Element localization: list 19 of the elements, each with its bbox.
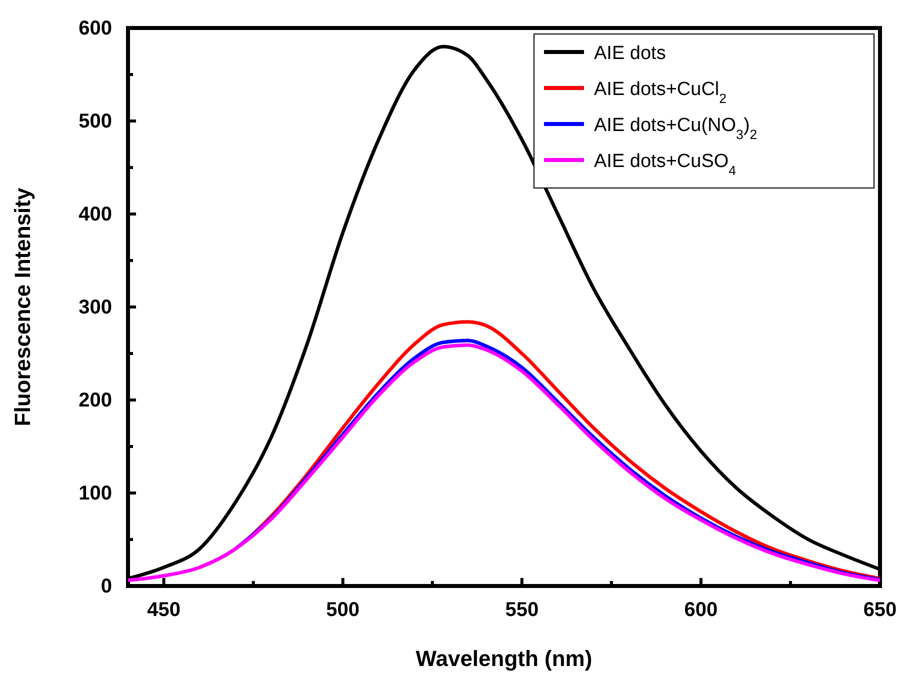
legend-label: AIE dots+CuSO$_{4}$ — [594, 151, 736, 178]
y-tick-label: 400 — [78, 203, 112, 226]
x-tick-label: 600 — [684, 599, 718, 622]
y-tick-label: 600 — [78, 17, 112, 40]
x-tick-label: 500 — [326, 599, 360, 622]
x-tick-label: 450 — [147, 599, 180, 622]
y-axis-title: Fluorescence Intensity — [10, 187, 35, 426]
y-tick-label: 200 — [78, 389, 112, 412]
y-tick-label: 300 — [78, 296, 112, 318]
legend-label: AIE dots+Cu(NO$_{3}$)$_{2}$ — [594, 115, 758, 142]
y-tick-label: 100 — [78, 482, 112, 504]
y-tick-label: 500 — [78, 110, 112, 132]
x-tick-label: 550 — [505, 599, 539, 622]
x-axis-title: Wavelength (nm) — [416, 646, 592, 671]
legend-label: AIE dots+CuCl$_{2}$ — [594, 79, 727, 106]
legend-label: AIE dots — [594, 43, 666, 64]
y-tick-label: 0 — [100, 575, 112, 598]
x-tick-label: 650 — [863, 599, 897, 622]
line-series — [126, 343, 882, 582]
